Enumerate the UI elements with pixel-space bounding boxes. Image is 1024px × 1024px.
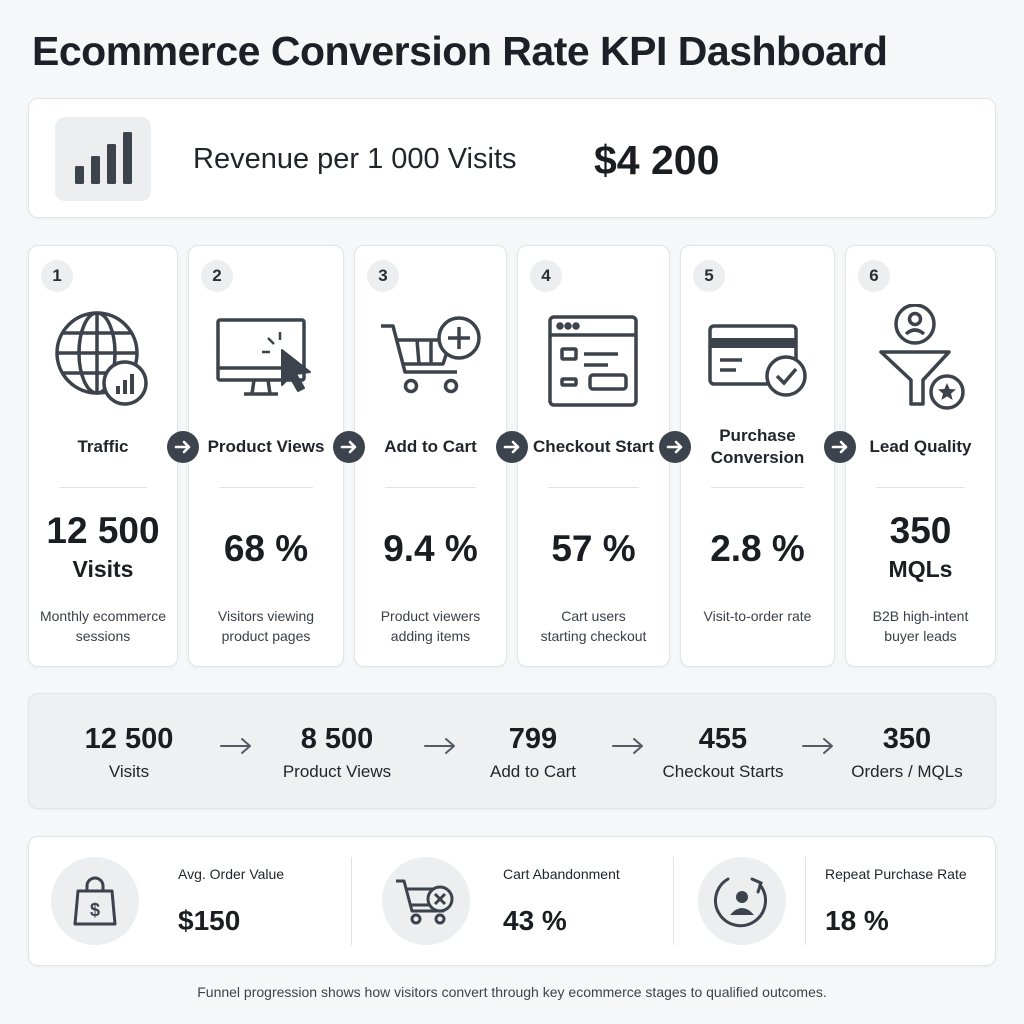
shopping-bag-dollar-icon: $ <box>51 857 139 945</box>
revenue-label: Revenue per 1 000 Visits <box>193 143 517 175</box>
divider <box>711 487 804 488</box>
stage-unit: MQLs <box>888 556 953 582</box>
revenue-card: Revenue per 1 000 Visits $4 200 <box>28 98 996 218</box>
funnel-label: Add to Cart <box>490 762 576 781</box>
arrow-right-icon <box>801 736 835 756</box>
divider <box>548 487 639 488</box>
stage-name: Checkout Start <box>533 437 654 456</box>
funnel-step: 799 Add to Cart <box>443 722 623 782</box>
stage-description: B2B high-intent buyer leads <box>872 608 969 644</box>
funnel-step: 455 Checkout Starts <box>633 722 813 782</box>
globe-chart-icon <box>29 304 177 414</box>
funnel-counts-panel: 12 500 Visits 8 500 Product Views 799 Ad… <box>28 693 996 809</box>
stage-number: 3 <box>367 260 399 292</box>
metric-value: 43 % <box>503 905 567 936</box>
chevron-right-icon <box>333 431 365 463</box>
metric-label: Avg. Order Value <box>178 866 285 882</box>
arrow-right-icon <box>219 736 253 756</box>
funnel-value: 12 500 <box>84 723 174 755</box>
stage-description: Product viewers adding items <box>380 608 481 644</box>
divider <box>805 857 806 945</box>
stage-card-traffic: 1 Traffic 12 500 Visits Monthly ecommerc… <box>28 245 178 667</box>
funnel-step: 8 500 Product Views <box>247 722 427 782</box>
stage-card-purchase-conversion: 5 Purchase Conversion 2.8 % Visit-to-ord… <box>680 245 835 667</box>
chevron-right-icon <box>659 431 691 463</box>
metric-label: Repeat Purchase Rate <box>825 866 967 882</box>
svg-text:$: $ <box>90 900 100 920</box>
stage-value: 2.8 % <box>710 528 805 569</box>
funnel-label: Orders / MQLs <box>851 762 963 781</box>
divider <box>219 487 313 488</box>
stage-name: Lead Quality <box>869 437 972 456</box>
funnel-step: 12 500 Visits <box>39 722 219 782</box>
footnote: Funnel progression shows how visitors co… <box>197 984 827 1000</box>
stage-value: 57 % <box>551 528 636 569</box>
revenue-value: $4 200 <box>594 137 720 183</box>
cart-plus-icon <box>355 304 506 414</box>
stage-value: 9.4 % <box>383 528 478 569</box>
stage-description: Visitors viewing product pages <box>217 608 315 644</box>
funnel-user-star-icon <box>846 304 995 414</box>
metric-label: Cart Abandonment <box>503 866 620 882</box>
stage-name: Purchase Conversion <box>710 426 805 467</box>
credit-card-check-icon <box>681 304 834 414</box>
funnel-value: 799 <box>508 723 558 755</box>
stage-name: Traffic <box>77 437 129 456</box>
metrics-panel: $ Avg. Order Value $150 Cart Abandonment… <box>28 836 996 966</box>
stage-value: 12 500 <box>46 510 160 551</box>
funnel-label: Checkout Starts <box>662 762 784 781</box>
metric-value: $150 <box>178 905 241 936</box>
stage-card-checkout-start: 4 Checkout Start 57 % Cart users startin… <box>517 245 670 667</box>
chevron-right-icon <box>824 431 856 463</box>
divider <box>876 487 965 488</box>
chevron-right-icon <box>496 431 528 463</box>
checkout-form-icon <box>518 304 669 414</box>
stage-value: 350 <box>889 510 952 551</box>
stage-number: 4 <box>530 260 562 292</box>
stage-number: 1 <box>41 260 73 292</box>
divider <box>351 857 352 945</box>
stage-card-lead-quality: 6 Lead Quality 350 MQLs B2B high-intent … <box>845 245 996 667</box>
stage-number: 6 <box>858 260 890 292</box>
stage-name: Add to Cart <box>384 437 477 456</box>
bar-chart-icon <box>55 117 151 201</box>
funnel-step: 350 Orders / MQLs <box>817 722 997 782</box>
stage-value: 68 % <box>223 528 309 569</box>
stage-card-add-to-cart: 3 Add to Cart 9.4 % Product viewers addi… <box>354 245 507 667</box>
funnel-value: 455 <box>698 723 748 755</box>
page-title: Ecommerce Conversion Rate KPI Dashboard <box>32 28 888 74</box>
funnel-label: Product Views <box>282 762 392 781</box>
arrow-right-icon <box>423 736 457 756</box>
funnel-value: 350 <box>882 723 932 755</box>
stage-description: Visit-to-order rate <box>703 608 812 624</box>
divider <box>385 487 476 488</box>
stage-number: 2 <box>201 260 233 292</box>
stage-card-product-views: 2 Product Views 68 % Visitors viewing pr… <box>188 245 344 667</box>
metric-value: 18 % <box>825 905 889 936</box>
stage-unit: Visits <box>72 556 134 582</box>
repeat-user-icon <box>698 857 786 945</box>
funnel-value: 8 500 <box>300 723 374 755</box>
stage-description: Cart users starting checkout <box>540 608 647 644</box>
cart-x-icon <box>382 857 470 945</box>
arrow-right-icon <box>611 736 645 756</box>
chevron-right-icon <box>167 431 199 463</box>
monitor-cursor-icon <box>189 304 343 414</box>
divider <box>59 487 147 488</box>
stage-description: Monthly ecommerce sessions <box>39 608 167 644</box>
funnel-label: Visits <box>108 762 150 781</box>
stage-name: Product Views <box>207 437 325 456</box>
stage-number: 5 <box>693 260 725 292</box>
divider <box>673 857 674 945</box>
